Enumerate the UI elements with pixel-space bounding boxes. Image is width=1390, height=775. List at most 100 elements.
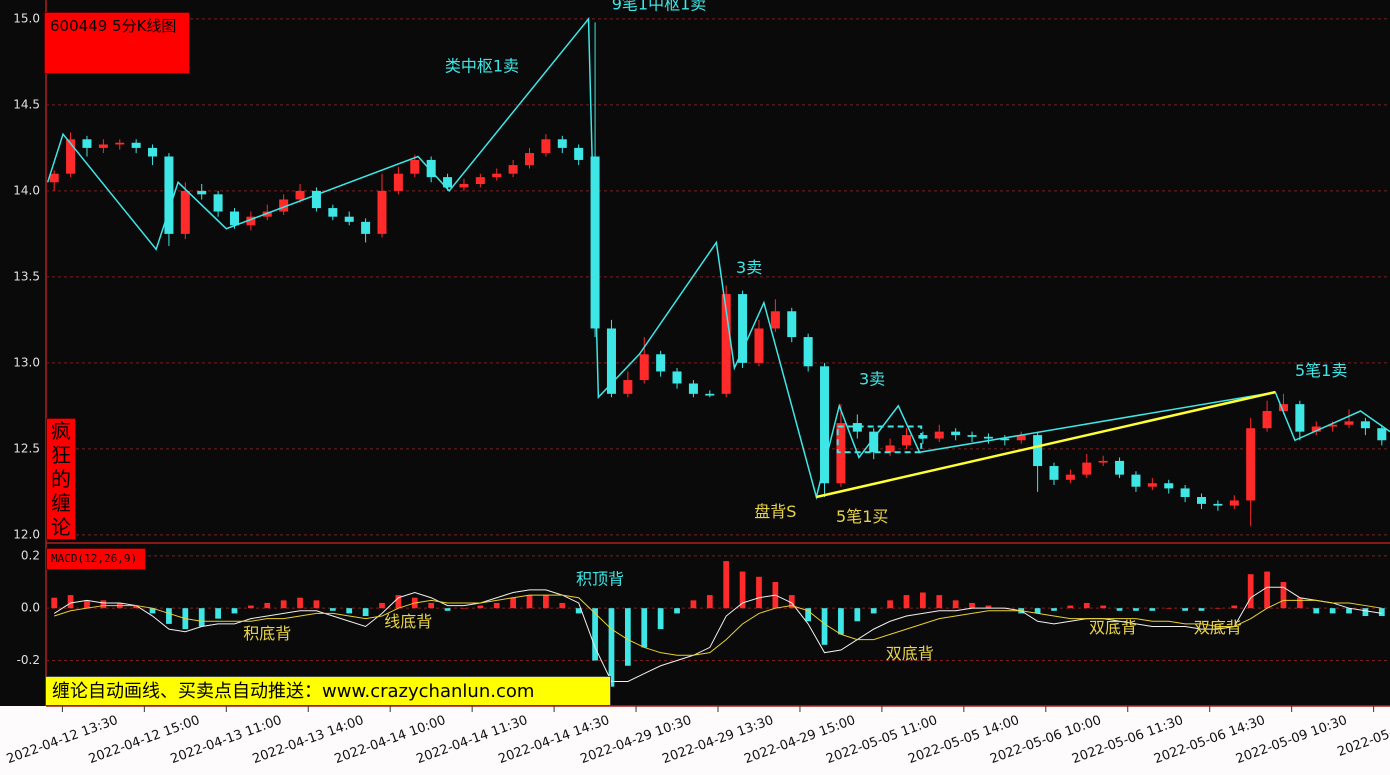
annotation: 盘背S	[754, 502, 796, 521]
candle-body	[328, 208, 338, 217]
macd-bar	[870, 608, 877, 614]
candle-body	[262, 211, 272, 217]
macd-bar	[739, 571, 746, 609]
macd-bar	[67, 595, 74, 609]
candle-body	[295, 190, 305, 200]
candle-body	[803, 337, 813, 367]
candle-body	[443, 177, 453, 188]
macd-bar	[1280, 582, 1287, 609]
macd-bar	[641, 608, 648, 648]
candle-body	[49, 173, 59, 183]
macd-bar	[854, 608, 861, 622]
side-label: 疯狂的缠论	[46, 418, 76, 540]
candle-body	[98, 144, 108, 148]
y-tick-label: 14.5	[13, 97, 40, 111]
candle-body	[1246, 428, 1256, 501]
candle-body	[1049, 466, 1059, 480]
candle-body	[148, 147, 158, 157]
annotation: 双底背	[886, 644, 934, 663]
macd-bar	[510, 597, 516, 609]
candle-body	[1164, 483, 1174, 489]
y-tick-label: 0.0	[21, 601, 40, 615]
macd-bar	[903, 595, 910, 609]
candle-body	[721, 294, 731, 394]
macd-bar	[985, 605, 992, 609]
candle-body	[1278, 404, 1288, 412]
macd-bar	[51, 597, 58, 609]
candle-body	[115, 142, 125, 145]
candle-body	[1098, 460, 1108, 463]
annotation: 类中枢1卖	[445, 57, 519, 76]
macd-bar	[297, 597, 303, 609]
macd-bar	[248, 605, 254, 609]
macd-bar	[198, 608, 205, 627]
candle-body	[279, 199, 289, 212]
macd-bar	[920, 592, 926, 609]
macd-bar	[1100, 605, 1107, 609]
hub-box	[836, 425, 923, 454]
annotation: 9笔1中枢1卖	[612, 0, 707, 14]
y-tick-label: -0.2	[17, 653, 40, 667]
candle-body	[492, 173, 502, 178]
background	[0, 0, 1390, 706]
macd-bar	[395, 595, 402, 609]
macd-bar	[624, 608, 631, 666]
candle-body	[229, 211, 239, 226]
macd-bar	[723, 561, 730, 609]
macd-bar	[149, 608, 156, 614]
annotation: 积顶背	[576, 569, 624, 588]
candle-body	[852, 423, 862, 432]
macd-bar	[821, 608, 828, 645]
macd-bar	[1149, 608, 1156, 611]
macd-bar	[215, 608, 221, 619]
macd-bar	[1378, 608, 1385, 617]
candle-body	[1213, 503, 1223, 506]
macd-bar	[133, 605, 140, 609]
macd-bar	[952, 600, 959, 609]
macd-bar	[608, 608, 615, 687]
candle-body	[1180, 488, 1190, 498]
trend-line	[816, 390, 1276, 499]
macd-bar	[756, 576, 762, 609]
candle-body	[508, 165, 518, 174]
macd-bar	[329, 608, 336, 611]
macd-bar	[969, 602, 975, 609]
candle-body	[1016, 435, 1026, 441]
candle-body	[541, 139, 551, 154]
candle-body	[738, 294, 748, 363]
bi-line	[46, 16, 1390, 500]
candle-body	[869, 431, 879, 453]
macd-bar	[1182, 608, 1188, 611]
candle-body	[82, 139, 92, 148]
annotation: 3卖	[736, 258, 762, 277]
candle-body	[1377, 428, 1387, 441]
y-tick-label: 12.5	[13, 441, 40, 455]
candle-body	[934, 431, 944, 439]
candle-body	[1295, 404, 1305, 432]
macd-bar	[706, 595, 713, 609]
candle-body	[377, 190, 387, 234]
macd-line	[53, 586, 1382, 682]
macd-bar	[84, 600, 90, 609]
candle-body	[1065, 474, 1075, 480]
y-tick-label: 13.5	[13, 269, 40, 283]
macd-bar	[477, 605, 484, 609]
candle-body	[557, 139, 567, 148]
y-tick-label: 13.0	[13, 355, 40, 369]
macd-bar	[887, 600, 893, 609]
candle-body	[787, 311, 797, 338]
candle-body	[705, 393, 715, 396]
macd-bar	[1247, 574, 1254, 609]
macd-bar	[1083, 602, 1090, 609]
macd-bar	[1133, 608, 1139, 611]
macd-bar	[1329, 608, 1336, 614]
candle-body	[1131, 474, 1141, 487]
candle-body	[1115, 460, 1125, 475]
candle-body	[672, 371, 682, 384]
macd-bar	[1264, 571, 1270, 609]
macd-bar	[264, 602, 271, 609]
macd-bar	[346, 608, 353, 614]
macd-bar	[1362, 608, 1369, 617]
candle-body	[1262, 411, 1272, 429]
